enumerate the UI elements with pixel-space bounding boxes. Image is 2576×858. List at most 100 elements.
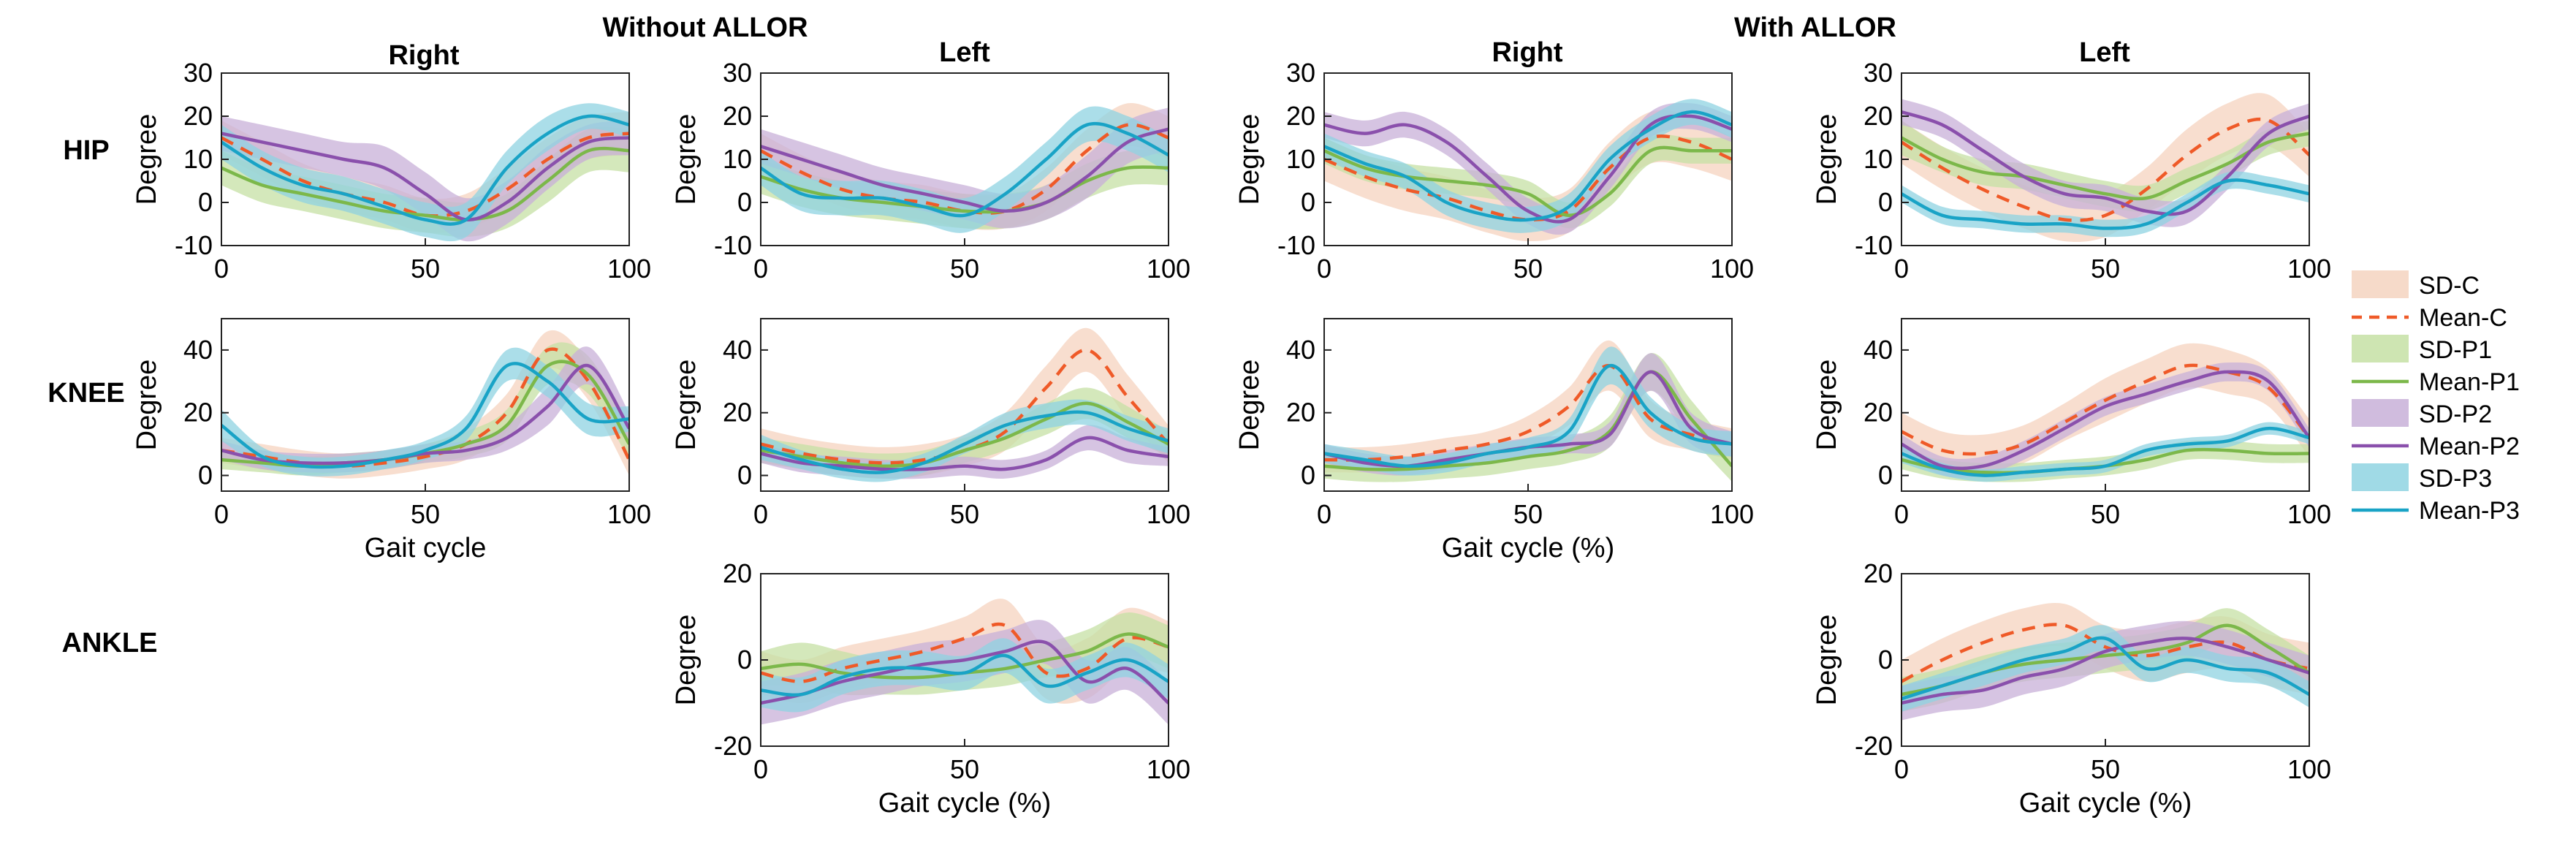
legend-item: Mean-C [2352, 304, 2507, 332]
plot-area [221, 103, 629, 242]
sd-band-p3 [1324, 99, 1732, 233]
mean-line-p1 [1324, 145, 1732, 217]
y-tick-label: 0 [1878, 645, 1893, 675]
x-axis-label: Gait cycle (%) [2019, 788, 2192, 819]
column-title-right-2: Right [1492, 37, 1562, 68]
y-tick-label: 0 [1878, 187, 1893, 217]
mean-line-c [1901, 117, 2309, 222]
x-tick-label: 100 [1710, 254, 1754, 284]
plot-area [761, 327, 1169, 482]
legend-label: SD-P2 [2419, 400, 2492, 428]
y-tick-label: 20 [183, 398, 213, 428]
y-tick-label: 10 [723, 144, 752, 174]
x-tick-label: 50 [950, 254, 979, 284]
x-tick-label: 0 [1894, 754, 1909, 784]
y-tick-label: 40 [1286, 335, 1315, 365]
legend-label: Mean-C [2419, 304, 2507, 332]
sd-band-p1 [221, 126, 629, 238]
row-label-hip: HIP [63, 135, 109, 166]
column-title-left-1: Left [939, 37, 990, 68]
y-tick-label: 30 [1863, 58, 1893, 88]
legend-label: SD-C [2419, 272, 2480, 300]
x-tick-label: 100 [1147, 254, 1190, 284]
sd-band-p2 [221, 116, 629, 242]
legend-item: SD-P1 [2352, 335, 2492, 364]
x-tick-label: 50 [2091, 254, 2120, 284]
row-label-ankle: ANKLE [62, 628, 158, 658]
mean-line-c [761, 123, 1169, 215]
y-tick-label: -20 [714, 731, 752, 761]
y-axis-label: Degree [1234, 114, 1265, 205]
x-tick-label: 0 [1317, 499, 1331, 529]
legend-label: Mean-P2 [2419, 433, 2520, 460]
legend-swatch [2352, 463, 2409, 491]
row-label-knee: KNEE [48, 378, 125, 409]
x-tick-label: 50 [1513, 499, 1543, 529]
legend-item: Mean-P3 [2352, 497, 2520, 525]
y-tick-label: 20 [1863, 558, 1893, 588]
x-tick-label: 0 [753, 754, 768, 784]
y-tick-label: -20 [1855, 731, 1893, 761]
plot-area [1901, 93, 2309, 243]
x-tick-label: 0 [753, 254, 768, 284]
y-tick-label: 0 [1878, 460, 1893, 490]
y-axis-label: Degree [1812, 114, 1842, 205]
y-tick-label: 20 [1863, 101, 1893, 131]
y-tick-label: 30 [183, 58, 213, 88]
mean-line-p3 [1901, 636, 2309, 701]
y-tick-label: 40 [183, 335, 213, 365]
y-tick-label: 40 [1863, 335, 1893, 365]
subplot-7: 0 50 100 0 20 40 Degree Gait cycle (%) [1234, 318, 1754, 563]
y-tick-label: 20 [1286, 101, 1315, 131]
y-tick-label: 0 [198, 187, 213, 217]
mean-line-p1 [761, 165, 1169, 214]
x-tick-label: 0 [214, 254, 229, 284]
y-tick-label: 20 [723, 398, 752, 428]
mean-line-c [1901, 623, 2309, 683]
mean-line-p1 [1324, 370, 1732, 471]
y-axis-label: Degree [1812, 360, 1842, 451]
legend-swatch [2352, 399, 2409, 427]
subplot-5: 0 50 100 0 20 40 Degree Gait cycle [132, 318, 651, 563]
plot-area [1901, 343, 2309, 482]
y-tick-label: -10 [1855, 230, 1893, 260]
y-tick-label: -10 [1277, 230, 1315, 260]
y-tick-label: 20 [723, 101, 752, 131]
mean-line-p2 [1324, 114, 1732, 224]
x-tick-label: 50 [950, 499, 979, 529]
y-tick-label: 0 [737, 460, 752, 490]
mean-line-p2 [1901, 370, 2309, 471]
x-tick-label: 50 [2091, 499, 2120, 529]
y-axis-label: Degree [132, 114, 162, 205]
x-tick-label: 50 [411, 499, 440, 529]
legend-label: Mean-P1 [2419, 368, 2520, 396]
legend-item: SD-P2 [2352, 399, 2492, 428]
x-tick-label: 100 [1710, 499, 1754, 529]
column-title-right-1: Right [388, 40, 459, 71]
mean-line-p3 [761, 653, 1169, 697]
group-title-with-allor: With ALLOR [1734, 12, 1896, 43]
mean-line-p2 [761, 436, 1169, 471]
sd-band-p2 [1901, 620, 2309, 721]
x-tick-label: 100 [1147, 754, 1190, 784]
legend-item: SD-C [2352, 270, 2480, 300]
mean-line-c [1901, 363, 2309, 456]
x-tick-label: 0 [1317, 254, 1331, 284]
y-axis-label: Degree [671, 615, 702, 706]
y-tick-label: 20 [183, 101, 213, 131]
x-tick-label: 100 [2287, 754, 2331, 784]
legend-swatch [2352, 335, 2409, 362]
legend-label: SD-P3 [2419, 465, 2492, 493]
mean-line-p3 [1901, 426, 2309, 477]
plot-area [1901, 603, 2309, 721]
legend-label: Mean-P3 [2419, 497, 2520, 525]
y-tick-label: 20 [1286, 398, 1315, 428]
x-axis-label: Gait cycle (%) [878, 788, 1051, 819]
legend: SD-C Mean-C SD-P1 Mean-P1 SD-P2 Mean-P2 SD-P3 M… [2352, 270, 2520, 525]
x-tick-label: 0 [1894, 254, 1909, 284]
